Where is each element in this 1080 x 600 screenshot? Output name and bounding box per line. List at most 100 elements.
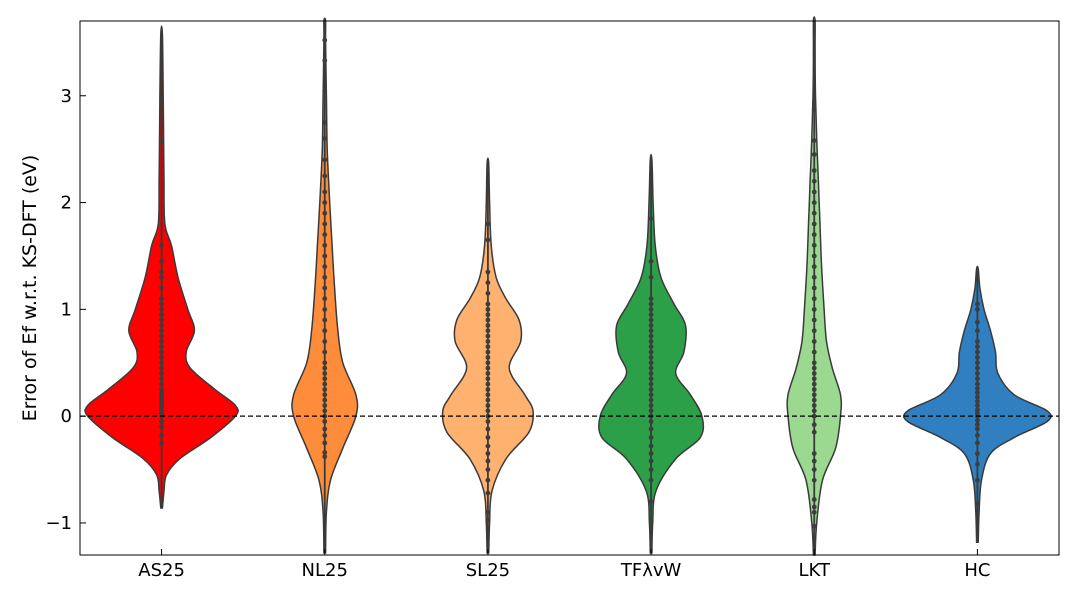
data-point [485,237,491,243]
data-point [485,426,491,432]
plot-frame [79,20,1060,556]
data-point [648,317,654,323]
data-point [975,418,980,423]
data-point [159,312,164,318]
data-point [648,376,654,382]
data-point [811,264,817,269]
data-point [159,285,164,291]
violin-as25 [84,25,239,509]
data-point [811,328,817,334]
data-point [648,323,654,328]
data-point [322,408,328,414]
data-point [322,37,328,43]
data-point [159,269,164,275]
data-point [485,312,491,318]
data-point [975,386,980,391]
data-point [322,58,328,63]
data-point [159,360,164,366]
data-point [811,381,817,387]
data-point [485,435,491,440]
data-point [811,523,817,529]
data-point [322,371,328,376]
data-point [485,344,491,350]
data-point [648,499,654,504]
data-point [322,136,328,141]
data-point [648,307,654,312]
data-point [811,387,817,392]
data-point [975,339,980,344]
data-point [322,274,328,280]
data-point [811,285,817,291]
data-point [322,307,328,312]
data-point [159,323,164,328]
data-point [485,280,491,286]
data-point [975,477,980,483]
data-point [811,477,817,483]
data-point [811,497,817,502]
x-tick-label-hc: HC [964,560,990,581]
data-point [811,509,817,515]
data-point [485,365,491,371]
data-point [648,274,654,280]
data-point [322,387,328,392]
data-point [322,339,328,344]
data-point [975,301,980,307]
y-tick-label: 1 [61,299,72,320]
data-point [648,312,654,318]
data-point [485,413,491,419]
data-point [322,403,328,408]
data-point [975,426,980,432]
data-point [648,371,654,376]
data-point [811,429,817,435]
data-point [811,317,817,323]
y-axis: −1 0 1 2 3 [45,86,86,534]
data-point [811,467,817,472]
data-point [811,274,817,280]
data-point [322,440,328,446]
data-point [159,424,164,430]
data-point [648,387,654,392]
data-point [811,152,817,157]
violin-lkt [786,16,843,556]
data-point [159,317,164,323]
data-point [322,253,328,259]
data-point [159,433,164,438]
data-point [159,355,164,360]
data-point [975,394,980,400]
data-point [159,365,164,371]
data-point [322,221,328,227]
x-axis: AS25 NL25 SL25 TFλvW LKT HC [138,549,990,581]
data-point [159,301,164,307]
data-point [485,419,491,424]
data-point [648,349,654,355]
data-point [322,365,328,371]
y-axis-label: Error of Ef w.r.t. KS-DFT (eV) [19,155,41,422]
data-point [811,107,817,112]
data-point [811,232,817,238]
data-point [322,349,328,355]
data-point [485,443,491,449]
data-point [811,451,817,456]
data-point [485,490,491,496]
data-point [485,517,491,523]
data-point [485,381,491,387]
data-point [159,387,164,392]
data-point [811,210,817,216]
data-point [975,501,980,507]
data-point [485,328,491,334]
data-point [648,301,654,307]
data-point [485,323,491,328]
data-point [811,138,817,144]
data-point [322,232,328,238]
data-point [811,221,817,227]
data-point [648,344,654,350]
data-point [648,451,654,456]
data-point [975,461,980,467]
data-point [485,408,491,414]
data-point [975,344,980,350]
data-point [648,216,654,222]
data-point [975,422,980,428]
data-point [322,426,328,432]
data-point [811,365,817,371]
data-point [322,450,328,455]
